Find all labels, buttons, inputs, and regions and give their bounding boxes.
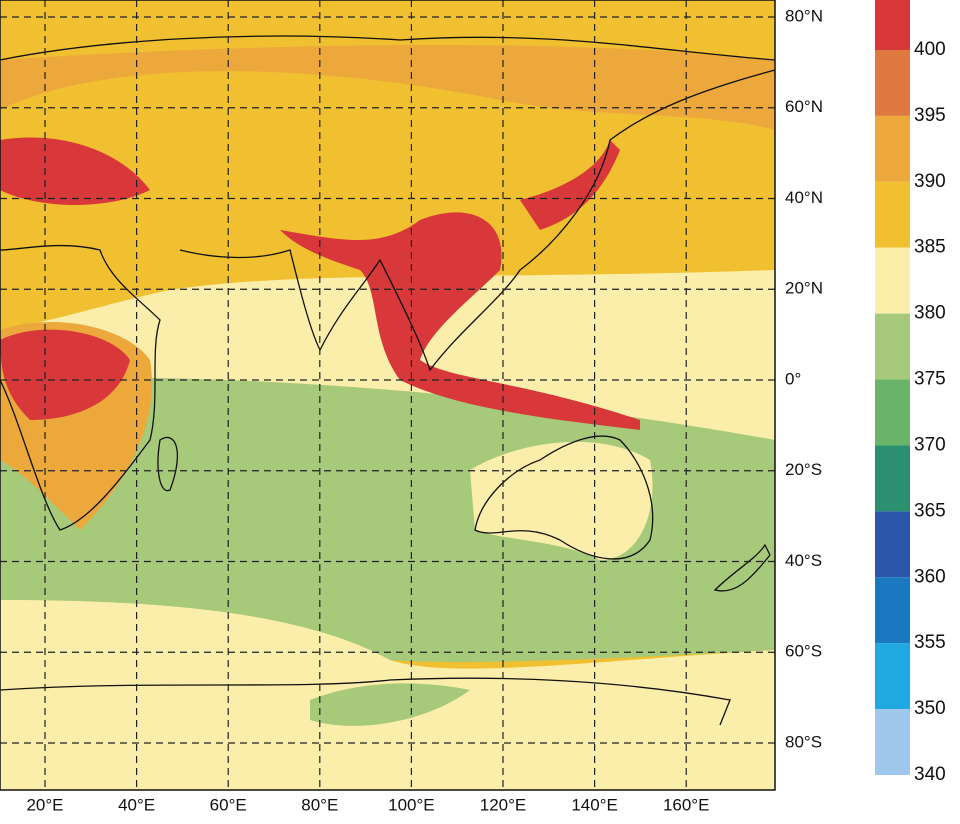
africa-high [0, 329, 130, 420]
field-390-395 [0, 45, 775, 130]
longitude-label: 100°E [388, 795, 435, 814]
latitude-label: 60°S [785, 642, 822, 661]
colorbar-label: 385 [914, 237, 946, 258]
colorbar-segment [875, 511, 910, 578]
coast-arctic [0, 35, 776, 61]
colorbar-label: 390 [914, 171, 946, 192]
colorbar-label: 360 [914, 566, 946, 587]
colorbar-label: 380 [914, 303, 946, 324]
coast-asia [179, 69, 776, 372]
colorbar-segment [875, 115, 910, 182]
colorbar: 400 395 390 385 380 375 370 365 360 355 350 340 [875, 0, 946, 785]
colorbar-segment [875, 0, 910, 50]
latitude-label: 80°S [785, 732, 822, 751]
coast-madagascar [157, 436, 178, 492]
latitude-label: 60°N [785, 97, 823, 116]
colorbar-label: 340 [914, 764, 946, 785]
longitude-label: 120°E [480, 795, 527, 814]
field-patch [310, 683, 470, 726]
colorbar-label: 395 [914, 105, 946, 126]
latitude-label: 80°N [785, 6, 823, 25]
graticule [0, 0, 775, 790]
map-frame [0, 0, 776, 791]
colorbar-segment [875, 50, 910, 116]
japan-high [520, 140, 620, 230]
latitude-label: 0° [785, 369, 801, 388]
latitude-label: 40°N [785, 188, 823, 207]
colorbar-label: 365 [914, 500, 946, 521]
map-field [0, 0, 775, 790]
colorbar-label: 400 [914, 39, 946, 60]
europe-high [0, 137, 150, 205]
colorbar-segment [875, 247, 910, 314]
colorbar-segment [875, 379, 910, 446]
longitude-label: 20°E [26, 795, 63, 814]
longitude-label: 160°E [663, 795, 710, 814]
latitude-label: 20°S [785, 460, 822, 479]
colorbar-segment [875, 445, 910, 512]
longitude-label: 140°E [571, 795, 618, 814]
colorbar-label: 370 [914, 434, 946, 455]
latitude-label: 20°N [785, 279, 823, 298]
longitude-label: 60°E [210, 795, 247, 814]
colorbar-label: 375 [914, 369, 946, 390]
colorbar-label: 350 [914, 698, 946, 719]
colorbar-segment [875, 577, 910, 644]
colorbar-segment [875, 313, 910, 380]
colorbar-segment [875, 643, 910, 710]
colorbar-segment [875, 181, 910, 248]
coastlines [0, 35, 776, 726]
axis-labels: 80°N 60°N 40°N 20°N 0° 20°S 40°S 60°S 80°S 20°E 40… [26, 6, 823, 814]
coast-africa [0, 244, 161, 531]
coast-new-zealand [713, 543, 771, 592]
colorbar-segment [875, 709, 910, 775]
longitude-label: 80°E [301, 795, 338, 814]
colorbar-label: 355 [914, 632, 946, 653]
longitude-label: 40°E [118, 795, 155, 814]
latitude-label: 40°S [785, 551, 822, 570]
coast-antarctica [0, 677, 731, 726]
asia-high [280, 212, 640, 430]
coast-australia [474, 435, 654, 560]
